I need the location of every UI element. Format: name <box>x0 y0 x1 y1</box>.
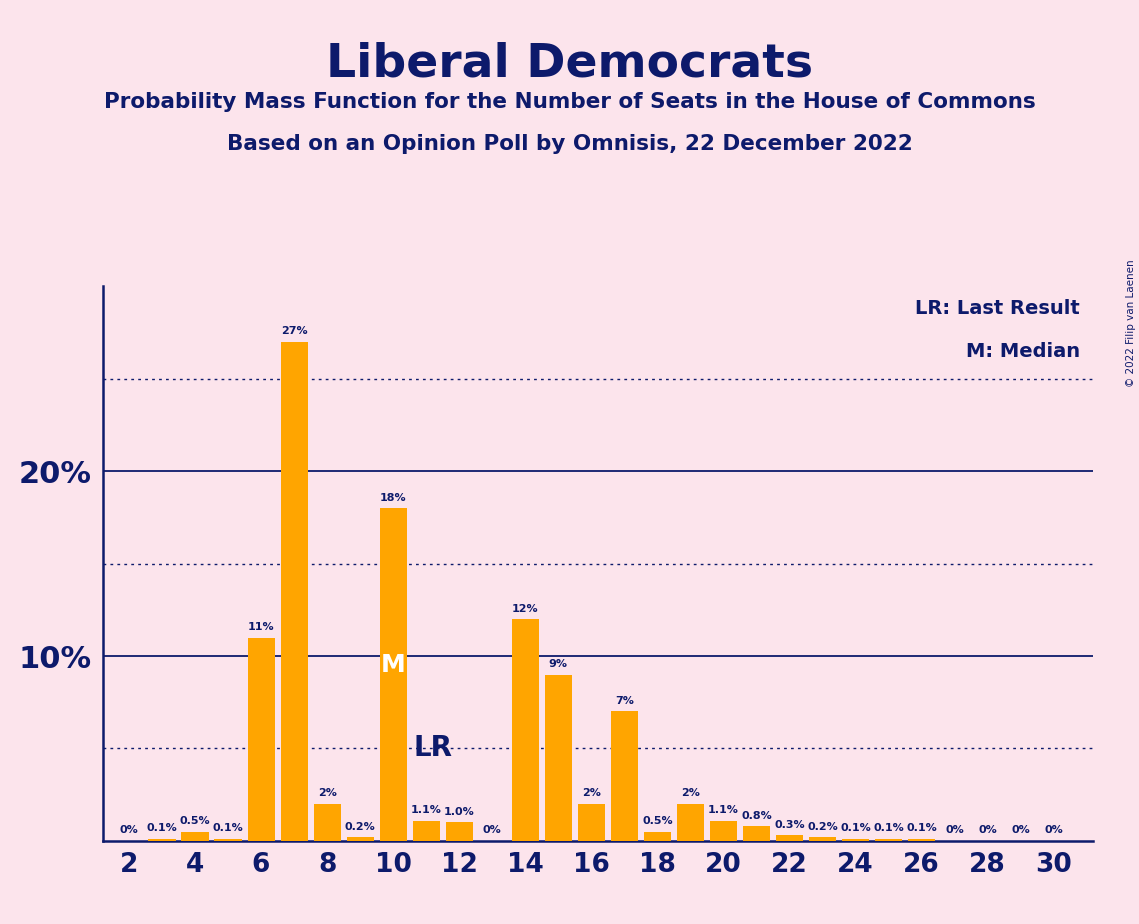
Text: LR: Last Result: LR: Last Result <box>916 299 1080 318</box>
Text: 2%: 2% <box>582 788 600 798</box>
Text: Liberal Democrats: Liberal Democrats <box>326 42 813 87</box>
Text: 0%: 0% <box>978 825 997 835</box>
Text: 0.1%: 0.1% <box>907 823 937 833</box>
Bar <box>644 832 671 841</box>
Bar <box>544 675 572 841</box>
Text: 11%: 11% <box>248 622 274 632</box>
Bar <box>412 821 440 841</box>
Text: 0.1%: 0.1% <box>147 823 178 833</box>
Text: 0.2%: 0.2% <box>345 821 376 832</box>
Bar <box>809 837 836 841</box>
Text: 12%: 12% <box>513 603 539 614</box>
Text: 7%: 7% <box>615 696 633 706</box>
Bar <box>875 839 902 841</box>
Text: 0.1%: 0.1% <box>213 823 244 833</box>
Text: 18%: 18% <box>380 492 407 503</box>
Text: 0%: 0% <box>483 825 501 835</box>
Bar <box>511 619 539 841</box>
Text: 2%: 2% <box>681 788 699 798</box>
Text: Based on an Opinion Poll by Omnisis, 22 December 2022: Based on an Opinion Poll by Omnisis, 22 … <box>227 134 912 154</box>
Text: 0.8%: 0.8% <box>741 810 772 821</box>
Text: 1.0%: 1.0% <box>444 807 475 817</box>
Text: 27%: 27% <box>281 326 308 336</box>
Text: M: Median: M: Median <box>966 342 1080 360</box>
Bar <box>313 804 341 841</box>
Bar <box>908 839 935 841</box>
Text: 0%: 0% <box>1011 825 1030 835</box>
Bar <box>379 508 407 841</box>
Bar <box>280 342 308 841</box>
Text: LR: LR <box>413 735 452 762</box>
Bar <box>445 822 473 841</box>
Text: M: M <box>380 653 405 677</box>
Text: 2%: 2% <box>318 788 336 798</box>
Bar <box>214 839 241 841</box>
Text: 0.3%: 0.3% <box>775 820 805 830</box>
Text: © 2022 Filip van Laenen: © 2022 Filip van Laenen <box>1126 260 1136 387</box>
Bar <box>611 711 638 841</box>
Bar <box>346 837 374 841</box>
Text: 0%: 0% <box>945 825 964 835</box>
Bar <box>710 821 737 841</box>
Text: 0.2%: 0.2% <box>808 821 838 832</box>
Text: 1.1%: 1.1% <box>411 805 442 815</box>
Text: 9%: 9% <box>549 659 568 669</box>
Text: 0.1%: 0.1% <box>874 823 904 833</box>
Text: 0.5%: 0.5% <box>180 816 211 826</box>
Text: 0%: 0% <box>120 825 138 835</box>
Bar <box>247 638 274 841</box>
Bar <box>577 804 605 841</box>
Text: 1.1%: 1.1% <box>708 805 739 815</box>
Text: 0.1%: 0.1% <box>841 823 871 833</box>
Bar <box>842 839 869 841</box>
Bar <box>776 835 803 841</box>
Bar <box>743 826 770 841</box>
Text: Probability Mass Function for the Number of Seats in the House of Commons: Probability Mass Function for the Number… <box>104 92 1035 113</box>
Text: 0.5%: 0.5% <box>642 816 673 826</box>
Text: 0%: 0% <box>1044 825 1063 835</box>
Bar <box>181 832 208 841</box>
Bar <box>677 804 704 841</box>
Bar <box>148 839 175 841</box>
